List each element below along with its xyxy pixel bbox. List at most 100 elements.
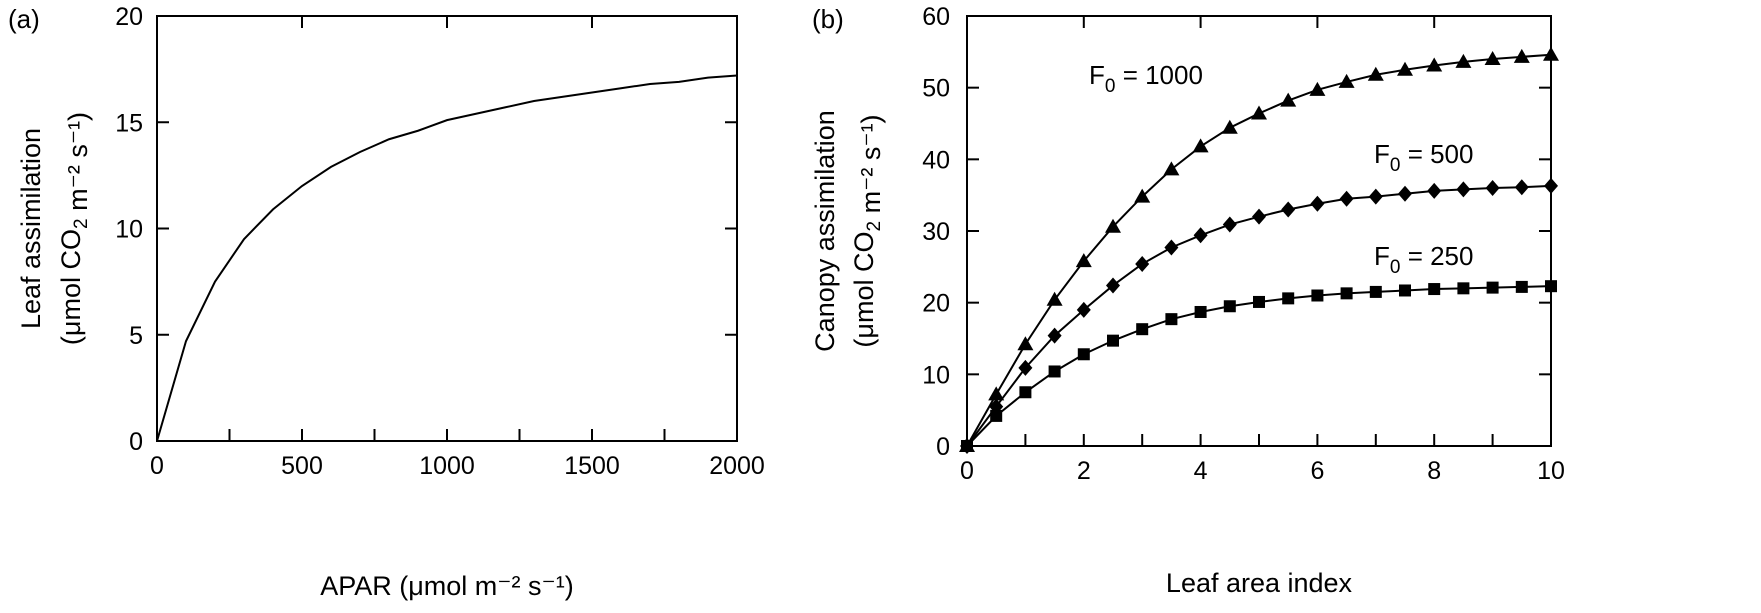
data-point-triangle (1513, 48, 1530, 63)
data-point-square (1311, 289, 1324, 302)
y-tick-label: 15 (115, 109, 143, 137)
data-point-square (1545, 280, 1557, 293)
data-point-diamond (1398, 185, 1412, 202)
data-point-triangle (1543, 46, 1559, 61)
data-point-square (1165, 313, 1178, 326)
data-point-square (1107, 334, 1119, 347)
x-tick-label: 0 (150, 452, 164, 480)
data-point-triangle (1163, 161, 1180, 176)
panel-a: (a) 0 500 1000 1500 2000 0 5 10 15 20 APAR (μmol m⁻… (8, 3, 765, 601)
x-tick-label: 10 (1537, 457, 1565, 485)
series-line (966, 184, 1552, 447)
panel-label: (b) (812, 4, 844, 34)
series-line (156, 74, 738, 442)
series-label: F0 = 250 (1374, 241, 1473, 278)
data-point-diamond (1018, 359, 1033, 376)
data-point-square (990, 409, 1003, 422)
data-point-square (1223, 300, 1236, 313)
data-point-diamond (1164, 239, 1179, 256)
data-point-diamond (1310, 195, 1325, 212)
x-tick-label: 8 (1427, 457, 1441, 485)
data-point-square (1019, 386, 1032, 399)
data-point-diamond (1427, 182, 1442, 199)
y-tick-label: 60 (922, 3, 950, 31)
data-point-diamond (1281, 201, 1296, 218)
y-axis-units: (μmol CO2 m⁻² s⁻¹) (849, 114, 886, 347)
data-point-triangle (1192, 138, 1209, 153)
y-axis-units: (μmol CO2 m⁻² s⁻¹) (56, 112, 93, 345)
data-point-square (1077, 348, 1090, 361)
x-tick-label: 1500 (564, 452, 620, 480)
panel-label: (a) (8, 4, 40, 34)
y-tick-label: 30 (922, 218, 950, 246)
series-1 (156, 74, 738, 442)
y-tick-label: 0 (129, 428, 143, 456)
series-3: F0 = 250 (961, 241, 1557, 452)
x-tick-label: 2000 (709, 452, 765, 480)
data-point-triangle (1367, 66, 1384, 81)
data-point-triangle (1017, 336, 1034, 351)
data-point-diamond (1076, 301, 1091, 318)
x-tick-label: 500 (281, 452, 323, 480)
y-axis-title: Leaf assimilation (16, 128, 46, 329)
data-point-diamond (1368, 188, 1383, 205)
data-point-triangle (988, 386, 1005, 401)
data-point-diamond (1456, 181, 1471, 198)
data-point-square (1369, 285, 1382, 298)
data-point-square (1136, 323, 1149, 336)
y-tick-label: 10 (115, 216, 143, 244)
data-point-square (1282, 292, 1295, 305)
data-point-square (961, 440, 973, 452)
plot-frame (966, 15, 1552, 447)
data-point-triangle (1309, 81, 1326, 96)
x-tick-label: 4 (1194, 457, 1208, 485)
data-point-triangle (1280, 92, 1297, 107)
x-axis-title: Leaf area index (1166, 568, 1353, 598)
x-tick-label: 1000 (419, 452, 475, 480)
y-tick-label: 50 (922, 75, 950, 103)
data-point-diamond (1222, 216, 1237, 233)
data-point-triangle (1046, 291, 1063, 306)
data-point-triangle (1397, 61, 1413, 76)
y-tick-label: 40 (922, 146, 950, 174)
panel-b: (b) 0 2 4 6 8 10 0 10 20 30 40 50 60 Leaf area index Ca… (810, 3, 1565, 598)
data-point-triangle (1075, 253, 1092, 268)
data-point-triangle (1105, 218, 1121, 233)
data-point-triangle (1426, 57, 1443, 72)
data-point-square (1486, 281, 1499, 294)
data-point-triangle (1251, 105, 1267, 120)
data-point-diamond (1544, 177, 1558, 194)
y-tick-label: 10 (922, 361, 950, 389)
y-axis-title: Canopy assimilation (810, 110, 840, 352)
data-point-square (1048, 365, 1061, 378)
x-tick-label: 2 (1077, 457, 1091, 485)
data-point-square (1515, 280, 1528, 293)
series-1: F0 = 1000 (959, 46, 1559, 452)
series-label: F0 = 500 (1374, 139, 1473, 176)
data-point-diamond (1339, 190, 1354, 207)
data-point-diamond (1485, 180, 1500, 196)
data-point-diamond (1514, 179, 1529, 196)
data-point-diamond (1193, 227, 1208, 244)
data-point-diamond (1106, 277, 1120, 294)
y-tick-label: 0 (936, 433, 950, 461)
data-point-diamond (1135, 255, 1150, 272)
data-point-square (1399, 284, 1411, 297)
data-point-square (1340, 287, 1353, 300)
x-tick-label: 6 (1310, 457, 1324, 485)
series-label: F0 = 1000 (1089, 60, 1203, 97)
y-tick-label: 20 (922, 290, 950, 318)
data-point-diamond (1047, 327, 1062, 344)
y-tick-label: 20 (115, 3, 143, 31)
data-point-square (1194, 305, 1207, 318)
plot-frame (156, 15, 738, 442)
y-tick-label: 5 (129, 322, 143, 350)
data-point-square (1457, 282, 1470, 295)
data-point-triangle (1221, 119, 1238, 134)
x-axis-title: APAR (μmol m⁻² s⁻¹) (320, 571, 574, 601)
data-point-triangle (1484, 51, 1501, 65)
data-point-diamond (1252, 208, 1266, 225)
data-point-triangle (1455, 53, 1472, 68)
data-point-triangle (1134, 188, 1151, 203)
